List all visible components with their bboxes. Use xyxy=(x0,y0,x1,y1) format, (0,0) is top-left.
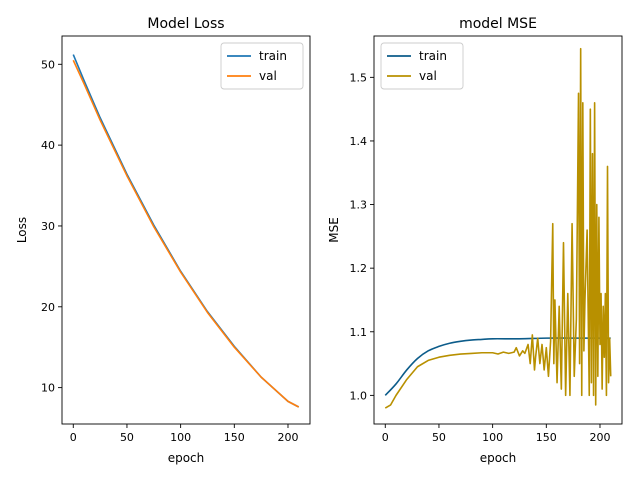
mse-xtick-label: 0 xyxy=(382,431,389,444)
mse-ytick-label: 1.1 xyxy=(350,326,368,339)
mse-legend-box xyxy=(380,42,464,90)
mse-chart: 0 50 100 150 200 1.0 1.1 1.2 1.3 1.4 1.5 model MSE e… xyxy=(327,16,623,465)
loss-y-axis-label: Loss xyxy=(15,217,29,243)
loss-xtick-label: 50 xyxy=(120,431,134,444)
loss-legend-box xyxy=(220,42,304,90)
mse-legend-label-val: val xyxy=(419,69,437,83)
loss-legend-label-val: val xyxy=(259,69,277,83)
mse-xtick-label: 100 xyxy=(482,431,503,444)
mse-legend: train val xyxy=(380,42,464,90)
mse-ytick-label: 1.2 xyxy=(350,262,368,275)
loss-xtick-label: 200 xyxy=(277,431,298,444)
loss-ytick-label: 10 xyxy=(41,382,55,395)
mse-ytick-label: 1.4 xyxy=(350,135,368,148)
loss-xtick-label: 0 xyxy=(70,431,77,444)
mse-xtick-label: 50 xyxy=(432,431,446,444)
mse-x-axis-label: epoch xyxy=(480,451,517,465)
loss-ytick-label: 40 xyxy=(41,139,55,152)
mse-legend-label-train: train xyxy=(419,49,447,63)
loss-axes-frame xyxy=(61,35,311,425)
mse-xtick-label: 150 xyxy=(536,431,557,444)
mse-y-axis-label: MSE xyxy=(327,217,341,243)
loss-ytick-label: 30 xyxy=(41,220,55,233)
loss-xtick-label: 100 xyxy=(170,431,191,444)
loss-xtick-label: 150 xyxy=(224,431,245,444)
mse-ytick-label: 1.3 xyxy=(350,199,368,212)
mse-series-val-line xyxy=(384,47,612,409)
loss-x-axis-label: epoch xyxy=(168,451,205,465)
mse-chart-title: model MSE xyxy=(459,16,537,32)
loss-chart: 0 50 100 150 200 10 20 30 40 50 Model Loss epoch Los… xyxy=(15,16,311,465)
loss-series-val-line xyxy=(72,59,300,408)
loss-legend-label-train: train xyxy=(259,49,287,63)
loss-chart-title: Model Loss xyxy=(147,16,224,32)
loss-ytick-label: 50 xyxy=(41,58,55,71)
mse-xtick-label: 200 xyxy=(589,431,610,444)
mse-ytick-label: 1.5 xyxy=(350,71,368,84)
loss-legend: train val xyxy=(220,42,304,90)
mse-axes-frame xyxy=(373,35,623,425)
loss-ytick-label: 20 xyxy=(41,301,55,314)
mse-ytick-label: 1.0 xyxy=(350,389,368,402)
